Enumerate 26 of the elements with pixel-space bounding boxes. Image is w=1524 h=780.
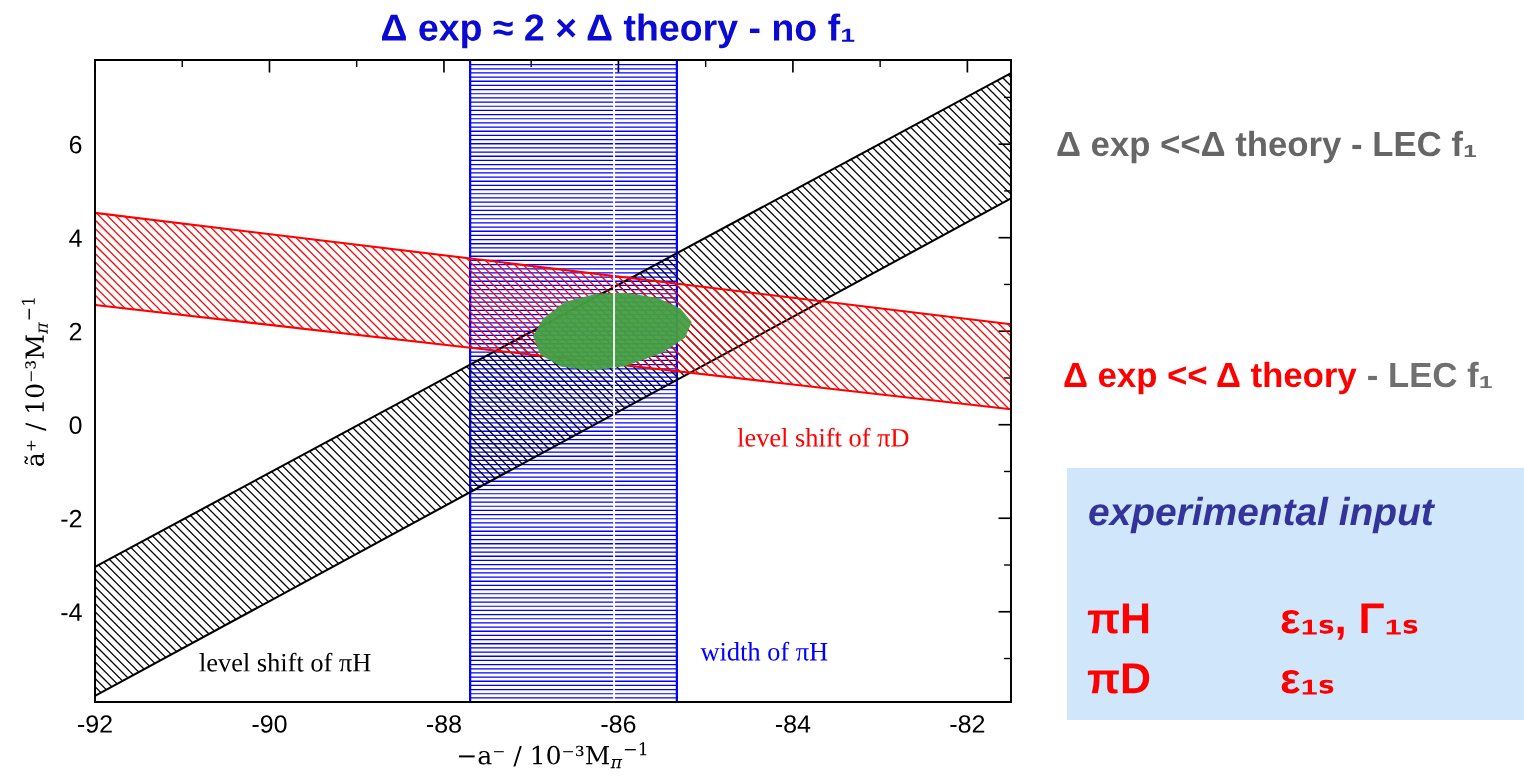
- y-tick-label: 6: [69, 135, 82, 154]
- text: ε₁ₛ, Γ₁ₛ: [1281, 603, 1418, 640]
- text: - LEC f₁: [1368, 361, 1492, 389]
- y-axis-title: ã⁺ / 10⁻³M$_{π}$$^{−1}$: [21, 298, 48, 466]
- y-tick-label: 0: [69, 416, 82, 435]
- y-tick-label: 4: [69, 229, 82, 247]
- chart-title: Δ exp ≈ 2 × Δ theory - no f₁: [382, 13, 855, 49]
- x-tick-label: -92: [78, 715, 112, 733]
- text: πD: [1087, 663, 1150, 694]
- text: Δ exp << Δ theory: [1064, 361, 1357, 395]
- series-label: level shift of πD: [737, 427, 909, 447]
- y-tick-label: 2: [69, 322, 82, 341]
- x-tick-label: -84: [775, 715, 811, 733]
- x-tick-label: -86: [601, 715, 636, 733]
- text: Δ exp <<Δ theory - LEC f₁: [1057, 130, 1477, 164]
- x-tick-label: -88: [427, 715, 461, 733]
- text: ε₁ₛ: [1281, 669, 1334, 695]
- x-tick-label: -82: [950, 715, 985, 733]
- text: πH: [1087, 603, 1149, 634]
- series-label: level shift of πH: [199, 652, 371, 672]
- text: experimental input: [1089, 496, 1436, 534]
- y-tick-label: -4: [61, 603, 82, 621]
- y-tick-label: -2: [61, 509, 82, 528]
- band-label: width of πH: [700, 641, 828, 661]
- x-axis-title: −a⁻ / 10⁻³M$_{π}$$^{−1}$: [459, 742, 647, 769]
- x-tick-label: -90: [252, 715, 287, 733]
